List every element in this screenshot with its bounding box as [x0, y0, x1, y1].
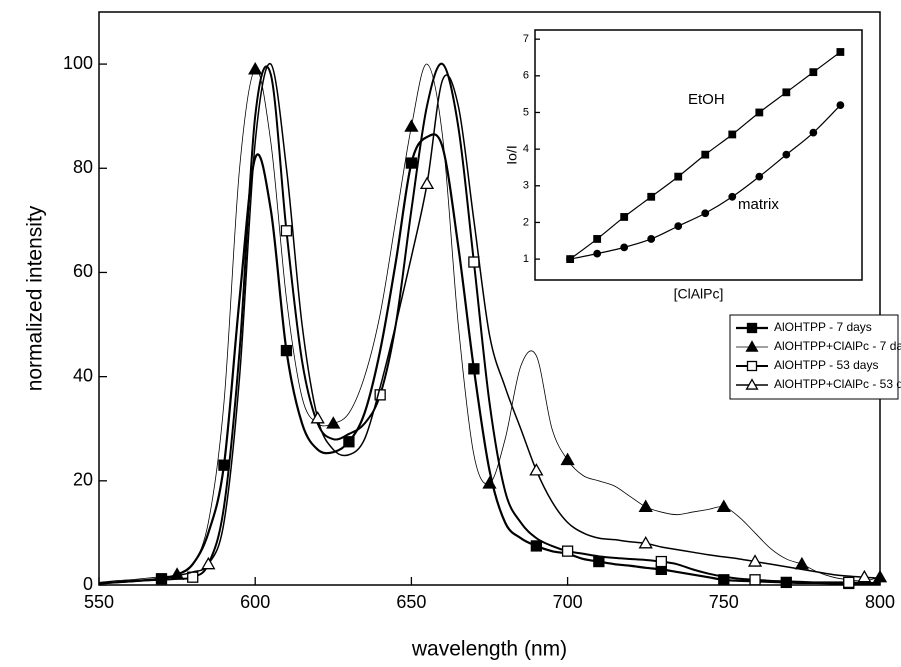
- marker: [843, 576, 855, 589]
- series-line: [98, 63, 881, 583]
- marker: [655, 555, 667, 568]
- marker: [872, 569, 888, 583]
- y-tick-label: 4: [523, 143, 529, 155]
- marker: [857, 569, 872, 583]
- y-tick-label: 40: [73, 365, 93, 385]
- x-tick-label: 550: [84, 592, 114, 612]
- marker: [701, 150, 710, 159]
- legend-label: AlOHTPP+ClAlPc - 53 days: [774, 377, 901, 391]
- y-tick-label: 7: [523, 33, 529, 45]
- legend-marker: [745, 378, 759, 390]
- marker: [593, 555, 605, 568]
- marker: [728, 192, 737, 201]
- y-tick-label: 2: [523, 216, 529, 228]
- marker: [593, 235, 602, 243]
- marker: [718, 574, 730, 586]
- legend-marker: [746, 322, 758, 334]
- x-tick-label: 650: [396, 592, 426, 612]
- y-tick-label: 80: [73, 157, 93, 177]
- series-line: [98, 133, 881, 586]
- marker: [561, 545, 574, 557]
- marker: [674, 172, 683, 181]
- marker: [747, 554, 763, 567]
- marker: [468, 256, 480, 268]
- y-axis-label: normalized intensity: [24, 205, 47, 391]
- marker: [638, 499, 653, 513]
- marker: [419, 176, 435, 190]
- legend-label: AlOHTPP - 53 days: [774, 358, 878, 372]
- marker: [647, 235, 656, 243]
- marker: [674, 222, 683, 231]
- marker: [836, 48, 845, 56]
- marker: [809, 128, 818, 137]
- marker: [836, 101, 845, 110]
- marker: [755, 172, 764, 181]
- y-tick-label: 6: [523, 70, 529, 82]
- marker: [310, 410, 325, 424]
- marker: [201, 556, 216, 570]
- x-tick-label: 800: [865, 592, 895, 612]
- marker: [716, 499, 731, 513]
- marker: [218, 459, 230, 471]
- y-tick-label: 20: [73, 470, 93, 490]
- y-tick-label: 1: [523, 253, 529, 265]
- x-tick-label: 600: [240, 592, 270, 612]
- series-line: [98, 62, 881, 585]
- series-label: EtOH: [688, 91, 725, 108]
- marker: [620, 213, 629, 221]
- legend-marker: [745, 340, 759, 352]
- marker: [593, 249, 602, 258]
- marker: [405, 157, 418, 169]
- series-label: matrix: [738, 196, 779, 213]
- y-tick-label: 0: [83, 574, 93, 594]
- y-tick-label: 5: [523, 106, 529, 118]
- marker: [647, 192, 656, 201]
- marker: [482, 476, 497, 489]
- marker: [530, 540, 543, 552]
- marker: [326, 416, 341, 429]
- plot-frame: [534, 29, 863, 281]
- y-tick-label: 60: [73, 261, 93, 281]
- marker: [280, 344, 293, 357]
- marker: [809, 68, 818, 77]
- marker: [404, 119, 419, 132]
- marker: [782, 150, 791, 159]
- y-axis-label: Io/I: [504, 145, 520, 164]
- legend-label: AlOHTPP - 7 days: [774, 320, 872, 334]
- marker: [620, 243, 629, 252]
- x-axis-label: [ClAlPc]: [674, 286, 724, 302]
- marker: [782, 88, 791, 97]
- marker: [755, 108, 764, 117]
- x-tick-label: 700: [553, 592, 583, 612]
- x-axis-label: wavelength (nm): [411, 638, 567, 661]
- marker: [728, 130, 737, 139]
- marker: [749, 574, 761, 586]
- marker: [701, 209, 710, 218]
- series-line: [98, 63, 881, 585]
- y-tick-label: 3: [523, 180, 529, 192]
- marker: [343, 436, 355, 448]
- marker: [529, 463, 544, 476]
- y-tick-label: 100: [63, 53, 93, 73]
- marker: [638, 536, 653, 549]
- legend-label: AlOHTPP+ClAlPc - 7 days: [774, 339, 901, 353]
- legend-marker: [746, 360, 758, 372]
- marker: [560, 452, 575, 466]
- marker: [280, 225, 293, 237]
- marker: [248, 61, 263, 75]
- x-tick-label: 750: [709, 592, 739, 612]
- marker: [468, 363, 480, 375]
- marker: [566, 255, 575, 264]
